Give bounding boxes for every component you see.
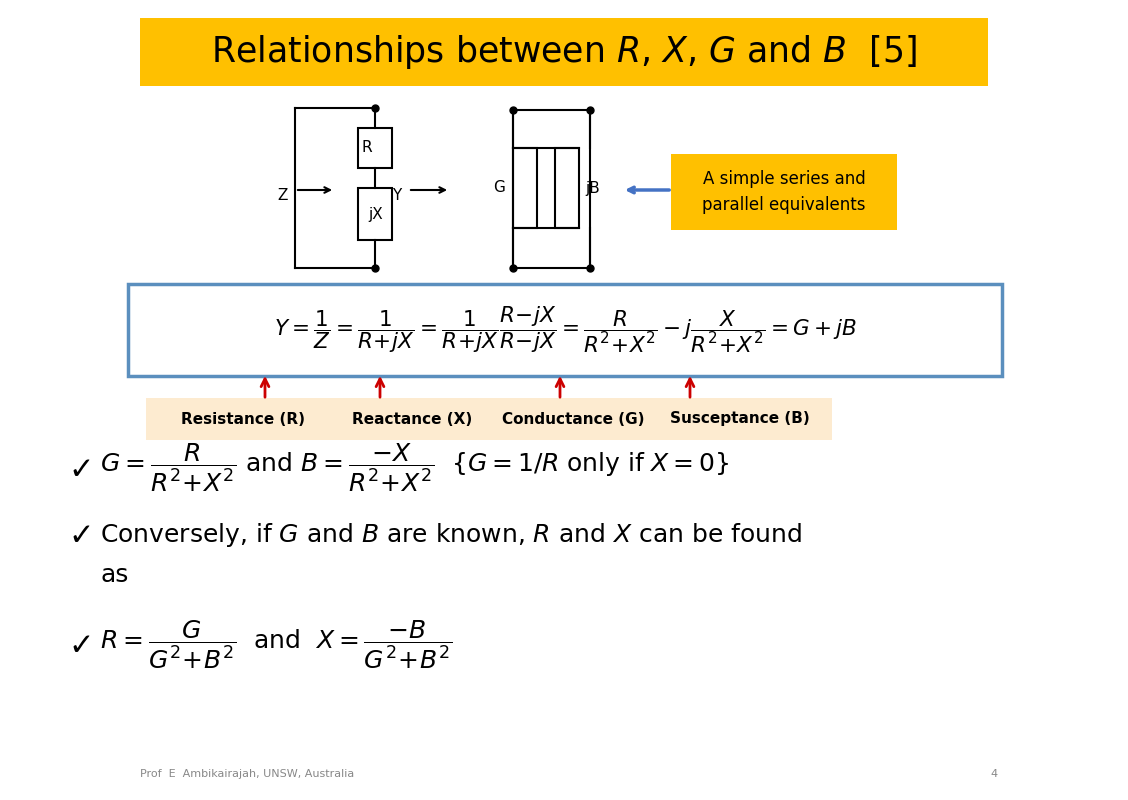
Text: A simple series and
parallel equivalents: A simple series and parallel equivalents xyxy=(703,170,866,214)
Text: $\checkmark$: $\checkmark$ xyxy=(68,454,90,482)
FancyBboxPatch shape xyxy=(555,148,579,228)
FancyBboxPatch shape xyxy=(358,188,393,240)
FancyBboxPatch shape xyxy=(323,398,502,440)
Text: Y: Y xyxy=(393,189,402,203)
Text: Prof  E  Ambikairajah, UNSW, Australia: Prof E Ambikairajah, UNSW, Australia xyxy=(140,769,354,779)
Text: Conversely, if $\mathit{G}$ and $\mathit{B}$ are known, $\mathit{R}$ and $\mathi: Conversely, if $\mathit{G}$ and $\mathit… xyxy=(100,521,802,549)
FancyBboxPatch shape xyxy=(482,398,664,440)
Text: $\checkmark$: $\checkmark$ xyxy=(68,521,90,550)
FancyBboxPatch shape xyxy=(671,154,897,230)
Text: Conductance (G): Conductance (G) xyxy=(502,411,644,426)
Text: Susceptance (B): Susceptance (B) xyxy=(670,411,810,426)
FancyBboxPatch shape xyxy=(127,284,1002,376)
Text: G: G xyxy=(493,181,505,195)
Text: $R =\dfrac{G}{G^2\!+\!B^2}$  and  $X = \dfrac{-B}{G^2\!+\!B^2}$: $R =\dfrac{G}{G^2\!+\!B^2}$ and $X = \df… xyxy=(100,619,452,671)
Text: $Y = \dfrac{1}{Z} = \dfrac{1}{R\!+\!jX} = \dfrac{1}{R\!+\!jX}\dfrac{R\!-\!jX}{R\: $Y = \dfrac{1}{Z} = \dfrac{1}{R\!+\!jX} … xyxy=(273,305,856,355)
Text: 4: 4 xyxy=(990,769,997,779)
Text: Z: Z xyxy=(277,189,288,203)
Text: Relationships between $\mathit{R}$, $\mathit{X}$, $\mathit{G}$ and $\mathit{B}$ : Relationships between $\mathit{R}$, $\ma… xyxy=(211,33,917,71)
Text: Resistance (R): Resistance (R) xyxy=(180,411,305,426)
Text: $\checkmark$: $\checkmark$ xyxy=(68,630,90,659)
Text: $G =\dfrac{R}{R^2\!+\!X^2}$ and $B = \dfrac{-X}{R^2\!+\!X^2}$  $\{G = 1/R$ only : $G =\dfrac{R}{R^2\!+\!X^2}$ and $B = \df… xyxy=(100,442,730,494)
Text: R: R xyxy=(362,141,372,155)
FancyBboxPatch shape xyxy=(146,398,340,440)
FancyBboxPatch shape xyxy=(647,398,832,440)
Text: Reactance (X): Reactance (X) xyxy=(352,411,473,426)
Text: jB: jB xyxy=(585,181,600,195)
FancyBboxPatch shape xyxy=(140,18,988,86)
Text: as: as xyxy=(100,563,129,587)
FancyBboxPatch shape xyxy=(513,148,537,228)
Text: jX: jX xyxy=(369,206,384,222)
FancyBboxPatch shape xyxy=(358,128,393,168)
